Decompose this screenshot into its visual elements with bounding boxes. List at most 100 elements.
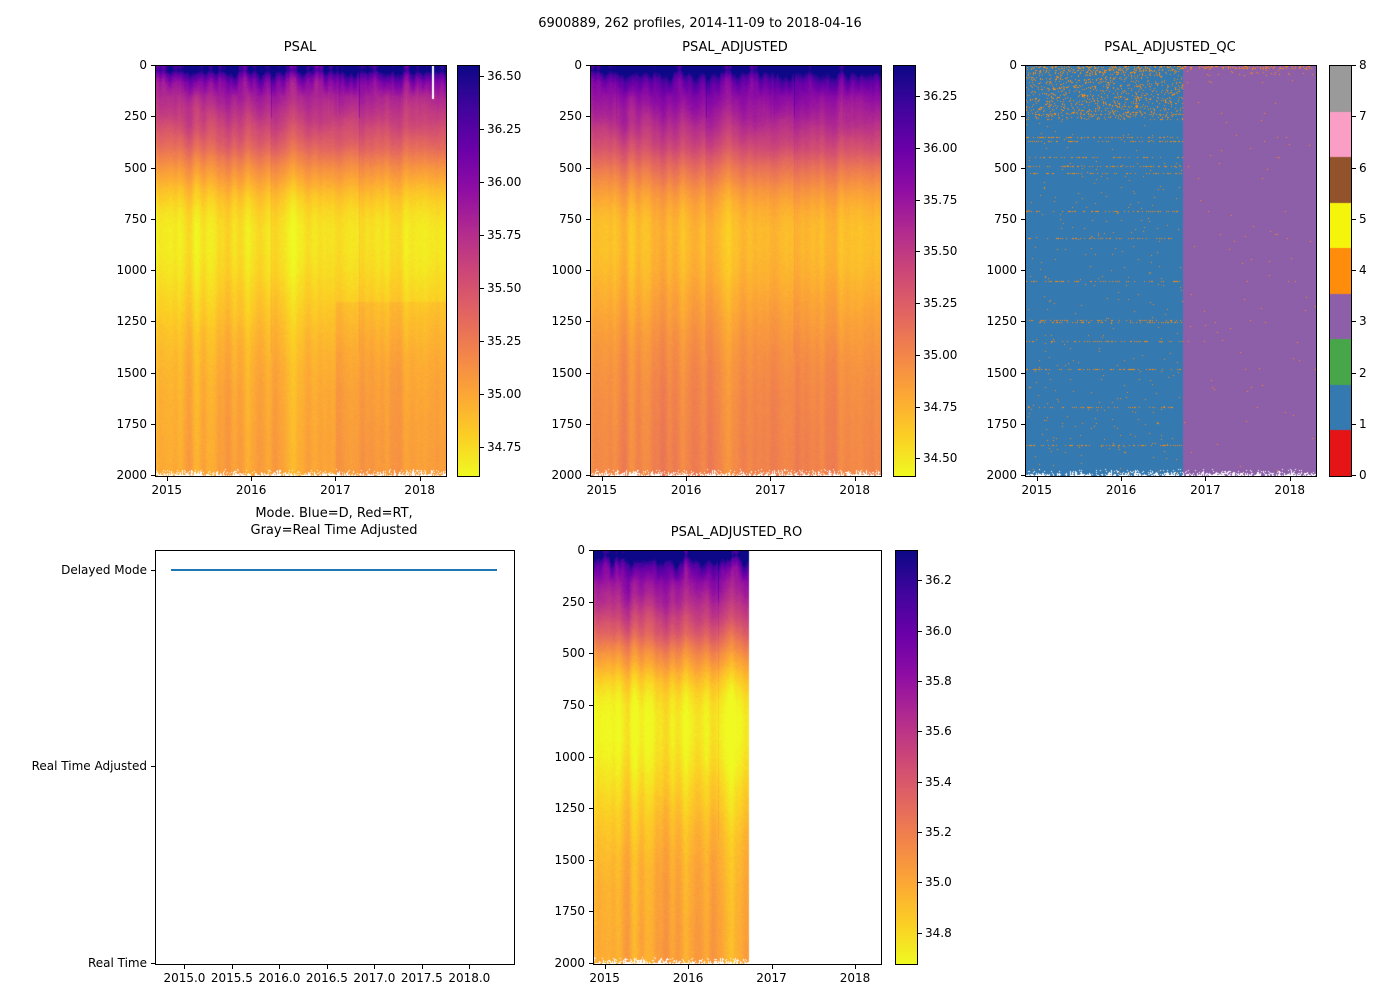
x-tick-mark [1289, 477, 1291, 481]
x-tick-mark [1036, 477, 1038, 481]
y-tick-mark [151, 218, 155, 220]
x-tick-label: 2015 [1021, 483, 1053, 497]
x-tick-mark [184, 965, 186, 969]
colorbar-tick-mark [480, 394, 484, 396]
colorbar-tick-mark [916, 96, 920, 98]
colorbar-tick-mark [918, 932, 922, 934]
colorbar-tick-mark [1352, 167, 1356, 169]
colorbar-tick-label: 35.25 [487, 334, 522, 349]
x-tick-label: 2018 [839, 971, 871, 985]
y-tick-mark [586, 423, 590, 425]
y-tick-mark [589, 808, 593, 810]
colorbar-tick-mark [480, 447, 484, 449]
y-tick-label: 1000 [986, 263, 1017, 277]
y-tick-mark [589, 911, 593, 913]
colorbar-tick-mark [918, 731, 922, 733]
x-tick-label: 2017.0 [353, 971, 396, 985]
colorbar-tick-label: 36.00 [923, 140, 958, 155]
colorbar-tick-mark [480, 341, 484, 343]
y-tick-label: 1250 [554, 801, 585, 816]
y-tick-label: 500 [124, 160, 147, 175]
y-tick-label: 250 [559, 109, 582, 124]
colorbar-tick-label: 35.4 [925, 774, 952, 789]
y-tick-mark [586, 65, 590, 66]
y-tick-label: 1750 [554, 904, 585, 919]
figure-title: 6900889, 262 profiles, 2014-11-09 to 201… [538, 16, 862, 31]
y-tick-label: 750 [994, 211, 1017, 226]
x-tick-mark [1121, 477, 1123, 481]
y-tick-mark [151, 766, 155, 768]
psal-colorbar [457, 65, 480, 477]
colorbar-tick-label: 4 [1359, 263, 1367, 277]
psal-adjusted-qc-title: PSAL_ADJUSTED_QC [1104, 40, 1236, 55]
y-tick-label: 2000 [116, 468, 147, 482]
x-tick-label: 2016 [235, 483, 267, 497]
y-tick-mark [589, 756, 593, 758]
colorbar-tick-mark [918, 580, 922, 582]
colorbar-tick-label: 35.00 [487, 387, 522, 402]
x-tick-mark [686, 477, 688, 481]
mode-plot-area [155, 550, 515, 965]
colorbar-tick-label: 35.00 [923, 347, 958, 362]
y-tick-label: 1750 [986, 416, 1017, 431]
x-tick-label: 2017.5 [400, 971, 443, 985]
colorbar-tick-mark [480, 75, 484, 77]
colorbar-tick-mark [1352, 218, 1356, 220]
x-tick-mark [1205, 477, 1207, 481]
colorbar-tick-label: 36.2 [925, 573, 952, 588]
colorbar-tick-label: 35.25 [923, 296, 958, 311]
colorbar-tick-label: 34.75 [487, 440, 522, 455]
y-tick-label: 750 [562, 697, 585, 712]
x-tick-label: 2016 [1105, 483, 1137, 497]
y-tick-label: 1250 [986, 314, 1017, 329]
colorbar-tick-label: 35.6 [925, 724, 952, 739]
y-tick-mark [151, 569, 155, 571]
y-tick-label: 500 [994, 160, 1017, 175]
y-tick-label: 0 [577, 543, 585, 557]
y-tick-mark [151, 116, 155, 118]
x-tick-mark [770, 477, 772, 481]
x-tick-mark [166, 477, 168, 481]
psal-adjusted-ro-heatmap [594, 551, 881, 964]
x-tick-mark [326, 965, 328, 969]
colorbar-tick-mark [1352, 65, 1356, 66]
psal-plot-area [155, 65, 447, 477]
x-tick-mark [771, 965, 773, 969]
y-tick-label: 1500 [551, 365, 582, 380]
colorbar-tick-label: 35.75 [923, 192, 958, 207]
x-tick-label: 2017 [755, 483, 786, 497]
y-tick-mark [589, 601, 593, 603]
y-tick-mark [151, 423, 155, 425]
y-tick-label: 750 [124, 211, 147, 226]
psal-adjusted-qc-plot-area [1025, 65, 1317, 477]
y-tick-label: Real Time [87, 956, 147, 970]
psal-heatmap [156, 66, 446, 476]
y-tick-label: 250 [562, 594, 585, 609]
colorbar-tick-label: 36.00 [487, 174, 522, 189]
y-tick-label: 1250 [116, 314, 147, 329]
x-tick-mark [279, 965, 281, 969]
y-tick-mark [1021, 65, 1025, 66]
x-tick-label: 2016.5 [305, 971, 348, 985]
colorbar-tick-label: 3 [1359, 314, 1367, 329]
colorbar-tick-label: 6 [1359, 160, 1367, 175]
ro-colorbar-gradient [896, 551, 917, 964]
colorbar-tick-mark [1352, 116, 1356, 118]
colorbar-tick-label: 35.2 [925, 825, 952, 840]
y-tick-mark [1021, 167, 1025, 169]
y-tick-label: 250 [124, 109, 147, 124]
x-tick-mark [419, 477, 421, 481]
y-tick-mark [589, 704, 593, 706]
colorbar-tick-label: 5 [1359, 211, 1367, 226]
x-tick-label: 2018 [839, 483, 870, 497]
colorbar-tick-mark [916, 458, 920, 460]
y-tick-label: 500 [562, 646, 585, 661]
psal-adjusted-ro-title: PSAL_ADJUSTED_RO [670, 525, 803, 540]
colorbar-tick-label: 36.25 [487, 121, 522, 136]
x-tick-label: 2016 [672, 971, 704, 985]
y-tick-mark [586, 218, 590, 220]
colorbar-tick-mark [918, 680, 922, 682]
y-tick-mark [586, 270, 590, 271]
x-tick-label: 2016 [670, 483, 702, 497]
